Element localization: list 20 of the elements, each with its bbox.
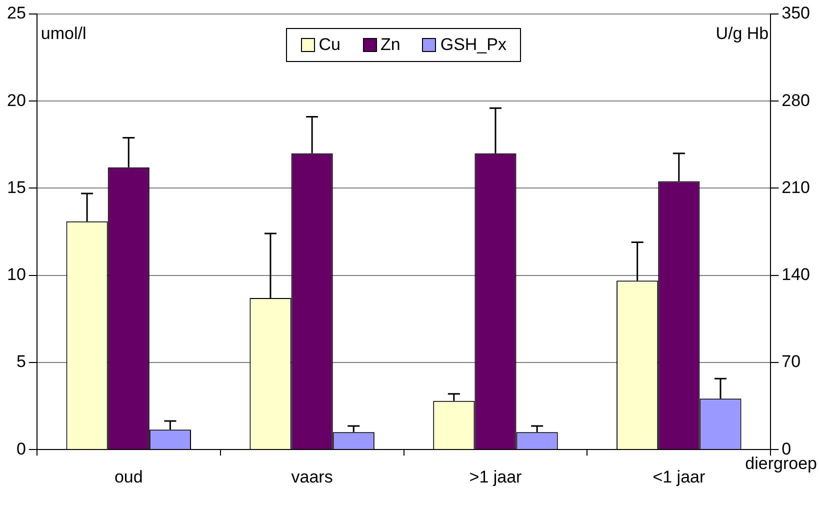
y-tick-label: 15	[6, 178, 26, 197]
y2-tick-label: 280	[782, 90, 810, 110]
x-tick-label: <1 jaar	[652, 467, 706, 486]
y-tick-label: 5	[16, 352, 26, 372]
y2-tick-label: 210	[782, 178, 810, 197]
y-tick-label: 25	[6, 4, 26, 23]
legend-label: Cu	[318, 35, 340, 55]
y-axis-title: umol/l	[40, 24, 86, 44]
y-tick-label: 10	[6, 265, 26, 284]
y-tick-label: 0	[16, 439, 26, 458]
y2-tick-label: 350	[782, 4, 810, 23]
y2-axis-title: U/g Hb	[716, 24, 769, 44]
legend-label: Zn	[380, 35, 400, 55]
y-tick-label: 20	[6, 90, 26, 110]
x-tick-label: vaars	[291, 467, 333, 486]
x-tick-label: >1 jaar	[469, 467, 522, 486]
y2-tick-label: 70	[782, 352, 801, 372]
legend-label: GSH_Px	[440, 35, 506, 55]
x-tick-label: oud	[114, 467, 143, 486]
y2-tick-label: 140	[782, 265, 810, 284]
